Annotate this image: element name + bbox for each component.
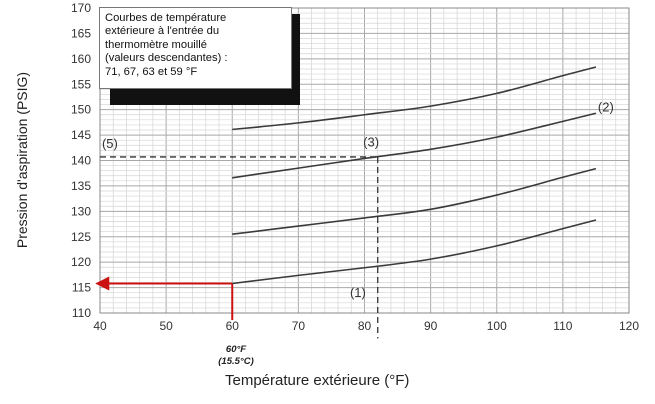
- y-tick-label: 120: [71, 255, 91, 269]
- x-tick-label: 80: [358, 319, 372, 333]
- y-tick-label: 160: [71, 52, 91, 66]
- x-tick-label: 70: [292, 319, 306, 333]
- note-box: Courbes de température extérieure à l'en…: [99, 7, 292, 89]
- annotation-label: (5): [102, 136, 118, 151]
- marker-60f-line2: (15.5°C): [218, 356, 254, 367]
- note-line: extérieure à l'entrée du: [105, 25, 220, 38]
- y-tick-label: 115: [72, 281, 91, 295]
- x-tick-label: 100: [487, 319, 507, 333]
- y-tick-label: 110: [72, 306, 91, 320]
- note-line: (valeurs descendantes) :: [105, 52, 228, 65]
- x-tick-label: 40: [93, 319, 107, 333]
- y-axis-label: Pression d'aspiration (PSIG): [14, 71, 30, 249]
- y-tick-label: 170: [71, 1, 91, 15]
- y-tick-label: 140: [71, 154, 91, 168]
- y-tick-label: 145: [71, 128, 91, 142]
- y-tick-label: 165: [71, 26, 91, 40]
- axes: [99, 7, 630, 314]
- series-line: [232, 219, 597, 285]
- x-axis-label: Température extérieure (°F): [225, 372, 410, 389]
- note-line: Courbes de température: [105, 12, 227, 24]
- x-tick-labels: 40 50 60 70 80 90 100 110 120: [93, 319, 639, 333]
- x-tick-label: 110: [553, 319, 572, 333]
- annotation-label: (3): [363, 134, 379, 149]
- annotation-label: (2): [598, 100, 614, 115]
- reference-lines: [95, 156, 379, 339]
- annotations: (1) (2) (3) (5): [102, 100, 614, 301]
- y-tick-label: 130: [71, 204, 91, 218]
- y-tick-label: 125: [71, 230, 91, 244]
- series-line: [232, 66, 597, 131]
- annotation-label: (1): [350, 285, 366, 300]
- series-line: [232, 112, 597, 179]
- note-line: 71, 67, 63 et 59 °F: [105, 65, 198, 78]
- x-tick-label: 120: [619, 319, 639, 333]
- curves: [232, 66, 597, 285]
- marker-60f-line1: 60°F: [225, 344, 247, 355]
- note-line: thermomètre mouillé: [105, 38, 207, 51]
- plot-frame: [99, 7, 630, 314]
- x-tick-label: 50: [159, 319, 173, 333]
- y-tick-label: 135: [71, 179, 91, 193]
- y-tick-label: 155: [71, 77, 91, 91]
- x-tick-label: 60: [226, 319, 240, 333]
- y-tick-labels: 110 115 120 125 130 135 140 145 150 155 160 165 170: [71, 1, 91, 320]
- y-tick-label: 150: [71, 103, 91, 117]
- x-tick-label: 90: [424, 319, 438, 333]
- marker-60f-label: 60°F (15.5°C): [214, 344, 258, 368]
- series-line: [232, 167, 597, 236]
